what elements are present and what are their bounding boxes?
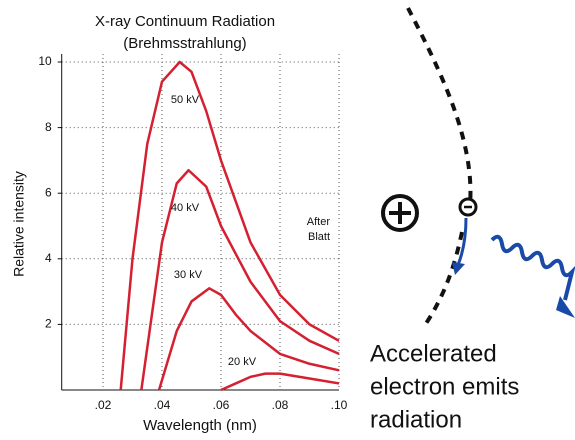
electron-path xyxy=(423,231,464,327)
arrow-head xyxy=(556,296,575,318)
annotation: After xyxy=(307,216,331,228)
x-axis-label: Wavelength (nm) xyxy=(143,417,257,434)
y-tick-label: 8 xyxy=(45,120,52,134)
y-tick-label: 4 xyxy=(45,251,52,265)
series-line xyxy=(157,287,340,391)
series-label: 40 kV xyxy=(171,202,200,214)
series-label: 20 kV xyxy=(228,356,257,368)
chart-subtitle: (Brehmsstrahlung) xyxy=(123,35,246,52)
caption: electron emits xyxy=(370,373,519,400)
series-line xyxy=(220,372,340,392)
series-line xyxy=(140,168,340,391)
arrow-head xyxy=(452,262,465,275)
y-tick-label: 10 xyxy=(38,54,52,68)
photon-wave xyxy=(490,234,575,301)
x-tick-label: .02 xyxy=(95,398,112,412)
x-tick-label: .06 xyxy=(213,398,230,412)
y-tick-label: 6 xyxy=(45,185,52,199)
series-label: 30 kV xyxy=(174,269,203,281)
velocity-arrow xyxy=(456,217,468,266)
caption: Accelerated xyxy=(370,340,497,367)
x-tick-label: .04 xyxy=(154,398,171,412)
series-label: 50 kV xyxy=(171,94,200,106)
x-tick-label: .08 xyxy=(272,398,289,412)
electron-path xyxy=(406,7,473,206)
x-tick-label: .10 xyxy=(331,398,348,412)
y-tick-label: 2 xyxy=(45,317,52,331)
series-line xyxy=(119,60,340,391)
annotation: Blatt xyxy=(308,231,330,243)
y-axis-label: Relative intensity xyxy=(11,171,27,277)
chart-title: X-ray Continuum Radiation xyxy=(95,13,275,30)
caption: radiation xyxy=(370,406,462,433)
